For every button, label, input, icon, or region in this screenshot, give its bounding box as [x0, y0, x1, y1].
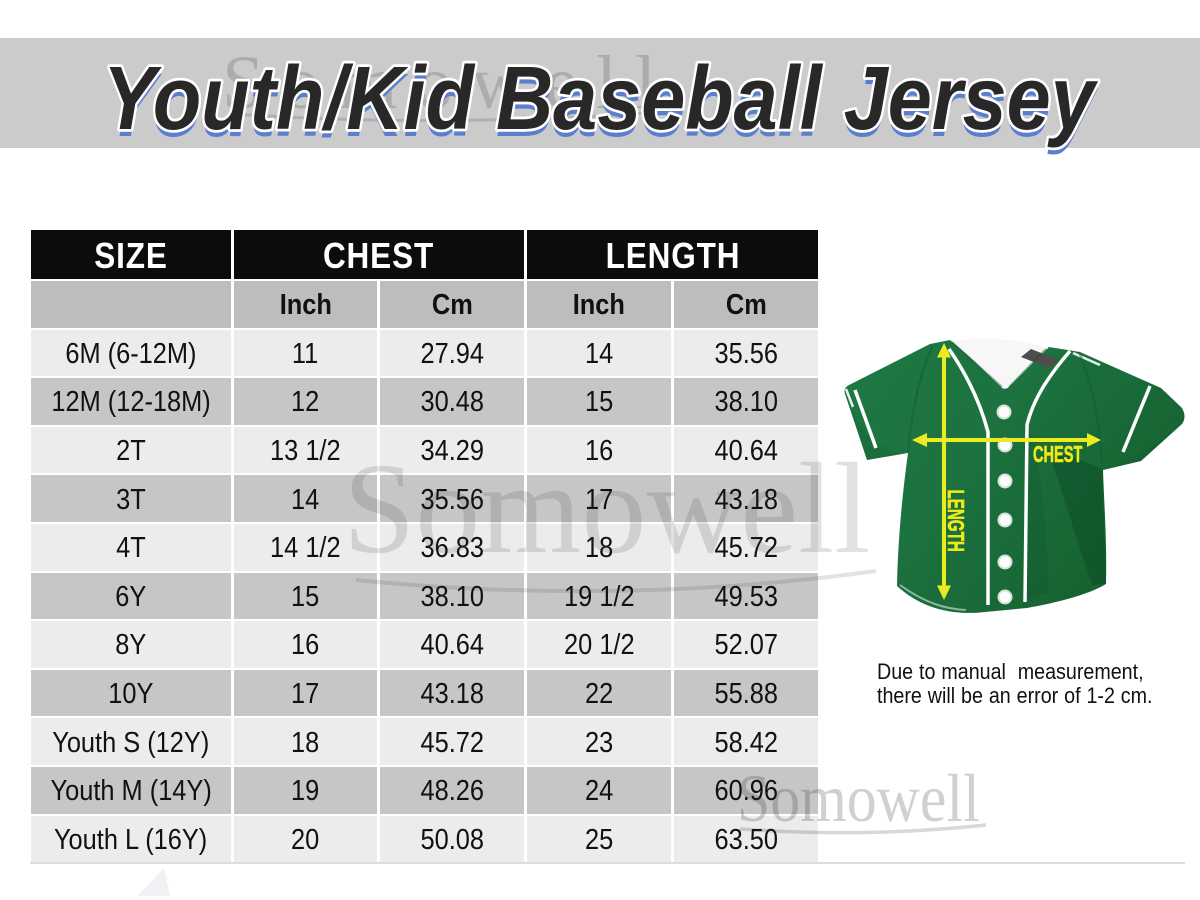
svg-text:Youth/Kid Baseball Jersey: Youth/Kid Baseball Jersey [103, 47, 1098, 148]
svg-text:CHEST: CHEST [1033, 442, 1082, 468]
svg-text:Youth/Kid Baseball Jersey: Youth/Kid Baseball Jersey [103, 54, 1098, 155]
svg-text:LENGTH: LENGTH [942, 490, 968, 552]
